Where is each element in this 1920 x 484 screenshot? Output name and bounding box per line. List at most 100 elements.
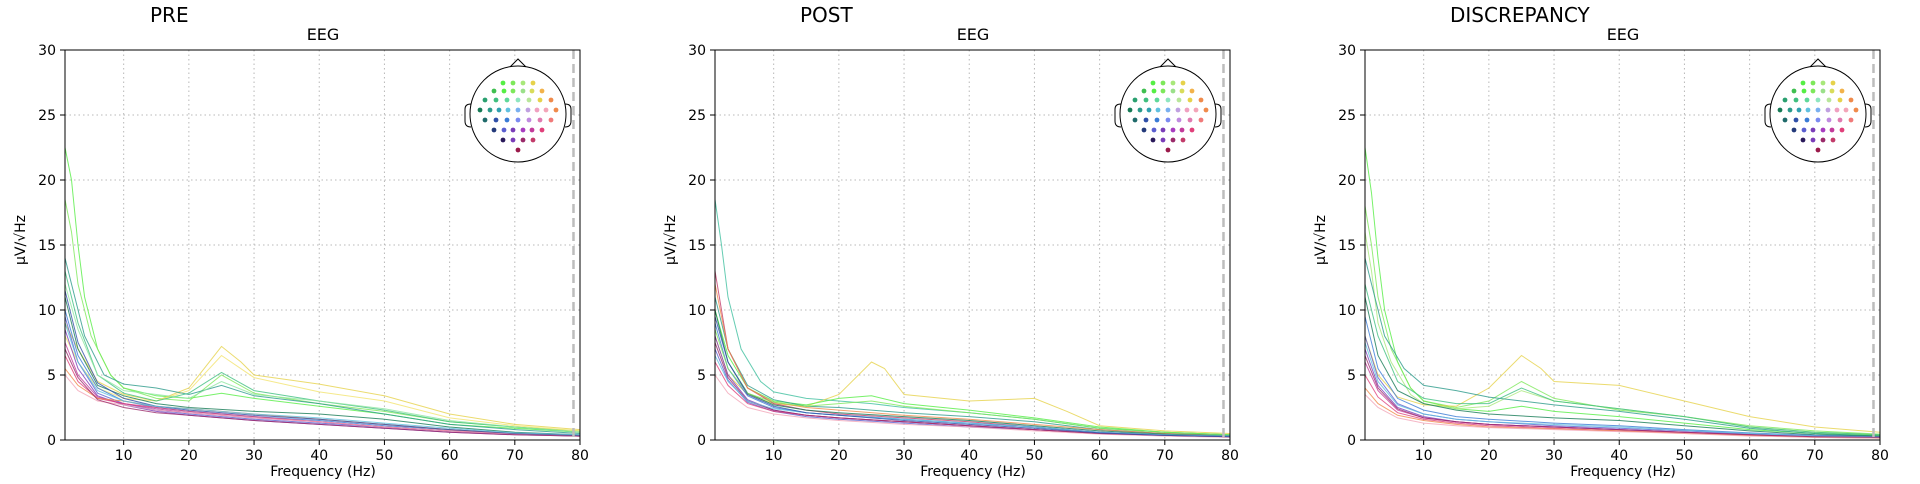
sensor-dot — [1826, 97, 1832, 103]
x-tick-label: 20 — [830, 448, 848, 464]
x-tick-label: 70 — [1806, 448, 1824, 464]
sensor-dot — [504, 117, 510, 123]
sensor-dot — [1804, 97, 1810, 103]
sensor-dot — [537, 117, 543, 123]
y-tick-label: 20 — [1338, 173, 1356, 189]
sensor-dot — [1150, 137, 1156, 143]
y-tick-label: 30 — [688, 43, 706, 59]
sensor-dot — [539, 127, 545, 133]
sensor-dot — [1179, 127, 1185, 133]
x-tick-label: 50 — [1676, 448, 1694, 464]
sensor-dot — [1791, 127, 1797, 133]
sensor-dot — [1176, 97, 1182, 103]
sensor-dot — [1132, 97, 1138, 103]
series-line — [65, 147, 580, 433]
head-right-ear — [1864, 103, 1872, 128]
sensor-dot — [520, 127, 526, 133]
sensor-dot — [1815, 117, 1821, 123]
sensor-head-inset — [464, 58, 572, 163]
sensor-head-inset — [1764, 58, 1872, 163]
sensor-dot — [553, 107, 559, 113]
sensor-dot — [500, 80, 506, 86]
sensor-dot — [1151, 88, 1157, 94]
sensor-dot — [1189, 127, 1195, 133]
sensor-dot — [1853, 107, 1859, 113]
y-tick-label: 5 — [47, 368, 56, 384]
sensor-dot — [1179, 88, 1185, 94]
sensor-dot — [493, 117, 499, 123]
y-tick-label: 15 — [1338, 238, 1356, 254]
head-nose — [1809, 58, 1827, 68]
sensor-dot — [1187, 97, 1193, 103]
sensor-dot — [477, 107, 483, 113]
x-tick-label: 60 — [441, 448, 459, 464]
x-tick-label: 20 — [180, 448, 198, 464]
sensor-dot — [515, 147, 521, 153]
sensor-dot — [1180, 80, 1186, 86]
sensor-dot — [1820, 127, 1826, 133]
sensor-dot — [1184, 107, 1190, 113]
sensor-dot — [1804, 117, 1810, 123]
sensor-dot — [1170, 88, 1176, 94]
sensor-dot — [525, 107, 531, 113]
x-axis-label: Frequency (Hz) — [920, 464, 1026, 480]
sensor-dot — [1782, 97, 1788, 103]
sensor-dot — [1165, 107, 1171, 113]
series-line — [1365, 205, 1880, 435]
sensor-dot — [530, 137, 536, 143]
head-right-ear — [1214, 103, 1222, 128]
series-line — [65, 290, 580, 436]
sensor-dot — [1796, 107, 1802, 113]
series-line — [65, 329, 580, 437]
series-line — [65, 322, 580, 431]
sensor-dot — [1175, 107, 1181, 113]
x-tick-label: 20 — [1480, 448, 1498, 464]
sensor-dot — [515, 117, 521, 123]
y-tick-label: 20 — [688, 173, 706, 189]
series-line — [1365, 355, 1880, 438]
x-tick-label: 50 — [376, 448, 394, 464]
series-line — [1365, 147, 1880, 436]
sensor-dot — [1815, 107, 1821, 113]
sensor-dot — [526, 117, 532, 123]
sensor-dot — [515, 107, 521, 113]
sensor-dot — [1141, 127, 1147, 133]
panel-pre: PRE EEG Frequency (Hz) µV/√Hz 10 20 30 40 50… — [13, 3, 589, 480]
sensor-dot — [1815, 147, 1821, 153]
sensor-dot — [1137, 107, 1143, 113]
y-tick-label: 15 — [688, 238, 706, 254]
sensor-dot — [1154, 117, 1160, 123]
sensor-dot — [543, 107, 549, 113]
sensor-dot — [1165, 97, 1171, 103]
sensor-dot — [1848, 97, 1854, 103]
series-line — [715, 329, 1230, 436]
series-line — [715, 283, 1230, 437]
series-group — [65, 147, 580, 437]
series-line — [715, 335, 1230, 434]
y-tick-label: 0 — [47, 433, 56, 449]
head-left-ear — [464, 103, 472, 128]
sensor-dot — [1160, 127, 1166, 133]
x-tick-label: 10 — [1415, 448, 1433, 464]
sensor-dot — [529, 127, 535, 133]
sensor-dot — [510, 137, 516, 143]
subplot-title: EEG — [307, 25, 340, 44]
y-tick-label: 25 — [38, 108, 56, 124]
sensor-dot — [1820, 80, 1826, 86]
sensor-dot — [537, 97, 543, 103]
head-nose — [1159, 58, 1177, 68]
x-tick-label: 40 — [960, 448, 978, 464]
series-line — [715, 316, 1230, 438]
sensor-dot — [501, 127, 507, 133]
series-group — [715, 199, 1230, 438]
sensor-dot — [505, 107, 511, 113]
x-tick-label: 80 — [571, 448, 589, 464]
series-line — [65, 199, 580, 432]
sensor-dot — [1793, 117, 1799, 123]
sensor-dot — [510, 127, 516, 133]
sensor-dot — [1801, 127, 1807, 133]
head-nose — [509, 58, 527, 68]
head-left-ear — [1114, 103, 1122, 128]
y-tick-label: 0 — [697, 433, 706, 449]
x-tick-label: 70 — [506, 448, 524, 464]
